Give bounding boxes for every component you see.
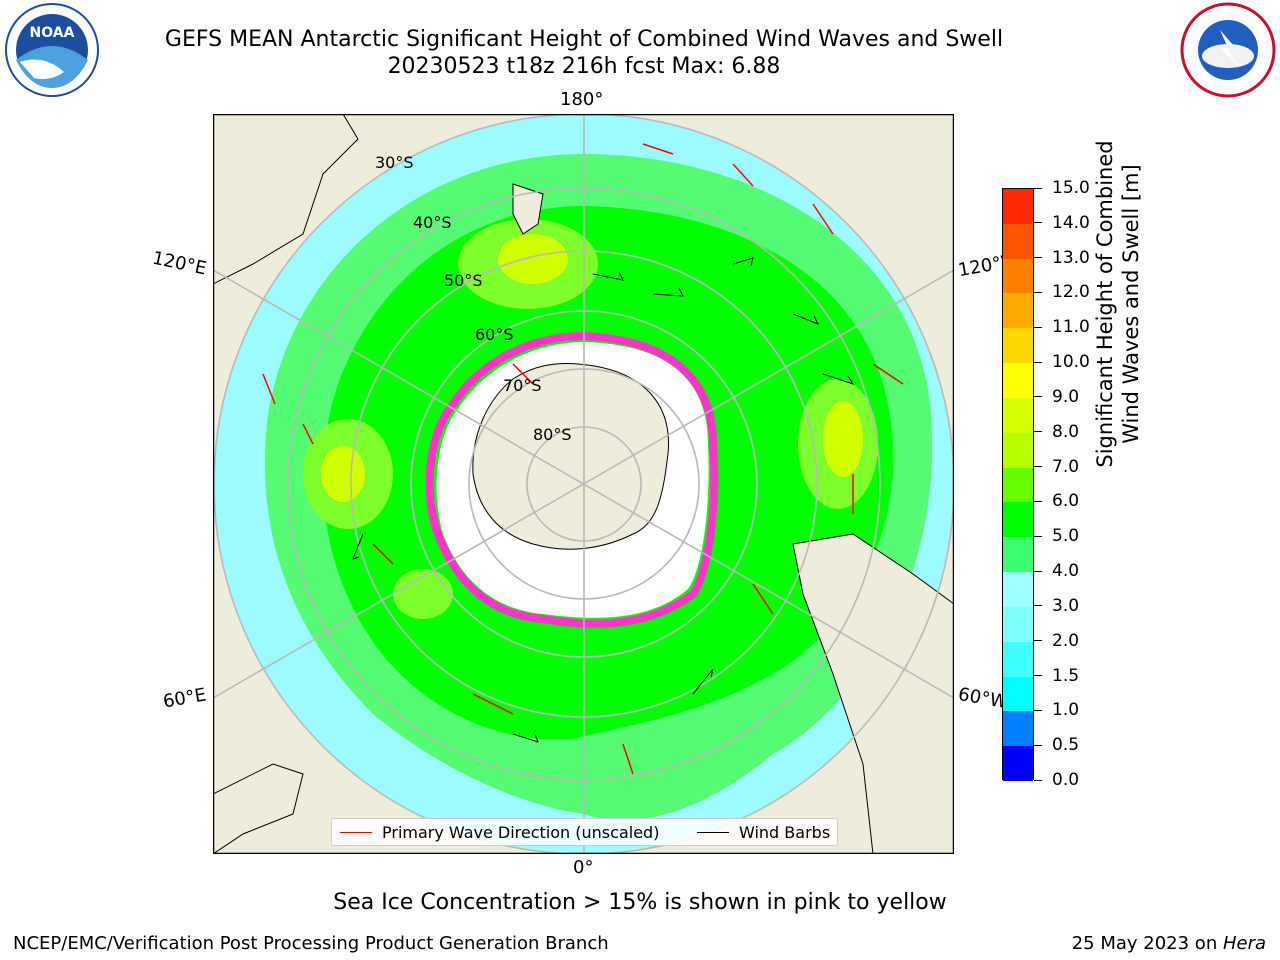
lat-label-60s: 60°S	[475, 325, 514, 344]
nws-logo	[1180, 2, 1276, 98]
colorbar-tick-label: 15.0	[1052, 178, 1090, 198]
colorbar-tick	[1034, 709, 1042, 711]
colorbar-segment	[1003, 397, 1033, 433]
africa-land	[213, 763, 304, 854]
colorbar-segment	[1003, 502, 1033, 538]
chart-title: GEFS MEAN Antarctic Significant Height o…	[164, 27, 1004, 52]
wave-direction-arrows	[262, 143, 904, 775]
colorbar-segment	[1003, 223, 1033, 259]
colorbar-tick-label: 4.0	[1052, 561, 1080, 582]
noaa-logo: NOAA	[5, 3, 99, 97]
colorbar-tick-label: 12.0	[1052, 282, 1090, 303]
lon-label-120e: 120°E	[150, 247, 209, 280]
chart-subtitle: 20230523 t18z 216h fcst Max: 6.88	[387, 54, 781, 79]
colorbar-tick	[1034, 187, 1042, 189]
lat-label-80s: 80°S	[533, 425, 572, 444]
colorbar-tick-label: 7.0	[1052, 456, 1080, 477]
lon-label-0: 0°	[573, 857, 594, 878]
colorbar-tick	[1034, 466, 1042, 468]
colorbar-tick	[1034, 326, 1042, 328]
colorbar-tick-label: 2.0	[1052, 630, 1080, 651]
colorbar-tick-label: 10.0	[1052, 352, 1090, 373]
lat-label-30s: 30°S	[375, 153, 414, 172]
map-panel	[213, 114, 954, 854]
colorbar-tick	[1034, 570, 1042, 572]
footer-date: 25 May 2023 on Hera	[1072, 933, 1266, 954]
colorbar-tick	[1034, 257, 1042, 259]
colorbar-tick	[1034, 431, 1042, 433]
colorbar-title-line2: Wind Waves and Swell [m]	[1119, 164, 1143, 444]
colorbar-tick	[1034, 605, 1042, 607]
legend-primary-label: Primary Wave Direction (unscaled)	[382, 823, 660, 842]
colorbar-tick-label: 0.5	[1052, 735, 1080, 756]
colorbar-tick-label: 1.5	[1052, 665, 1080, 686]
colorbar-tick-label: 11.0	[1052, 317, 1090, 338]
colorbar-title: Significant Height of Combined Wind Wave…	[1092, 124, 1144, 484]
colorbar-segment	[1003, 711, 1033, 747]
colorbar-tick-label: 6.0	[1052, 491, 1080, 512]
svg-text:NOAA: NOAA	[30, 25, 75, 41]
colorbar-tick-label: 14.0	[1052, 212, 1090, 233]
colorbar-segment	[1003, 258, 1033, 294]
footer-credit: NCEP/EMC/Verification Post Processing Pr…	[13, 933, 609, 954]
australia-land	[213, 114, 359, 285]
map-legend: Primary Wave Direction (unscaled) Wind B…	[331, 818, 838, 846]
colorbar-tick-label: 1.0	[1052, 700, 1080, 721]
map-border	[213, 114, 954, 854]
colorbar-segment	[1003, 432, 1033, 468]
antarctica-land	[472, 363, 670, 550]
colorbar-segment	[1003, 572, 1033, 607]
legend-barb-swatch	[697, 832, 729, 833]
lat-label-50s: 50°S	[444, 271, 483, 290]
colorbar-tick-label: 8.0	[1052, 421, 1080, 442]
sea-ice-edge	[425, 331, 719, 628]
lat-label-40s: 40°S	[413, 213, 452, 232]
colorbar	[1002, 188, 1034, 781]
lon-label-180: 180°	[560, 89, 604, 110]
colorbar-tick	[1034, 535, 1042, 537]
colorbar-tick-label: 0.0	[1052, 770, 1080, 790]
colorbar-tick	[1034, 779, 1042, 781]
south-america-land	[792, 533, 954, 854]
colorbar-tick-label: 9.0	[1052, 386, 1080, 407]
colorbar-segment	[1003, 676, 1033, 712]
colorbar-segment	[1003, 363, 1033, 398]
colorbar-segment	[1003, 328, 1033, 364]
colorbar-segment	[1003, 606, 1033, 642]
colorbar-tick-label: 13.0	[1052, 247, 1090, 268]
colorbar-segment	[1003, 537, 1033, 573]
colorbar-tick	[1034, 361, 1042, 363]
colorbar-tick	[1034, 500, 1042, 502]
colorbar-segment	[1003, 189, 1033, 224]
colorbar-tick-label: 5.0	[1052, 526, 1080, 547]
sea-ice-note: Sea Ice Concentration > 15% is shown in …	[333, 890, 947, 915]
colorbar-tick	[1034, 291, 1042, 293]
footer-host: Hera	[1222, 933, 1266, 954]
colorbar-segment	[1003, 293, 1033, 329]
colorbar-segment	[1003, 641, 1033, 677]
lon-label-60e: 60°E	[161, 684, 208, 713]
colorbar-tick	[1034, 222, 1042, 224]
footer-date-text: 25 May 2023 on	[1071, 933, 1223, 954]
wave-field-6m	[498, 234, 568, 284]
legend-barbs-label: Wind Barbs	[739, 823, 831, 842]
legend-arrow-swatch	[340, 832, 372, 833]
wind-barbs	[352, 257, 855, 743]
colorbar-tick	[1034, 396, 1042, 398]
colorbar-title-line1: Significant Height of Combined	[1093, 140, 1117, 468]
colorbar-tick	[1034, 675, 1042, 677]
lat-label-70s: 70°S	[503, 376, 542, 395]
colorbar-segment	[1003, 467, 1033, 503]
colorbar-tick	[1034, 744, 1042, 746]
colorbar-tick-label: 3.0	[1052, 595, 1080, 616]
colorbar-segment	[1003, 746, 1033, 781]
colorbar-tick	[1034, 640, 1042, 642]
